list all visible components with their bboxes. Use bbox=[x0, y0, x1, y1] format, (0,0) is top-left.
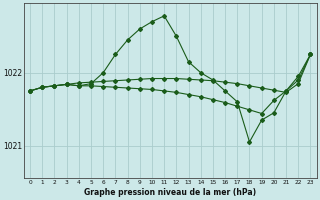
X-axis label: Graphe pression niveau de la mer (hPa): Graphe pression niveau de la mer (hPa) bbox=[84, 188, 256, 197]
